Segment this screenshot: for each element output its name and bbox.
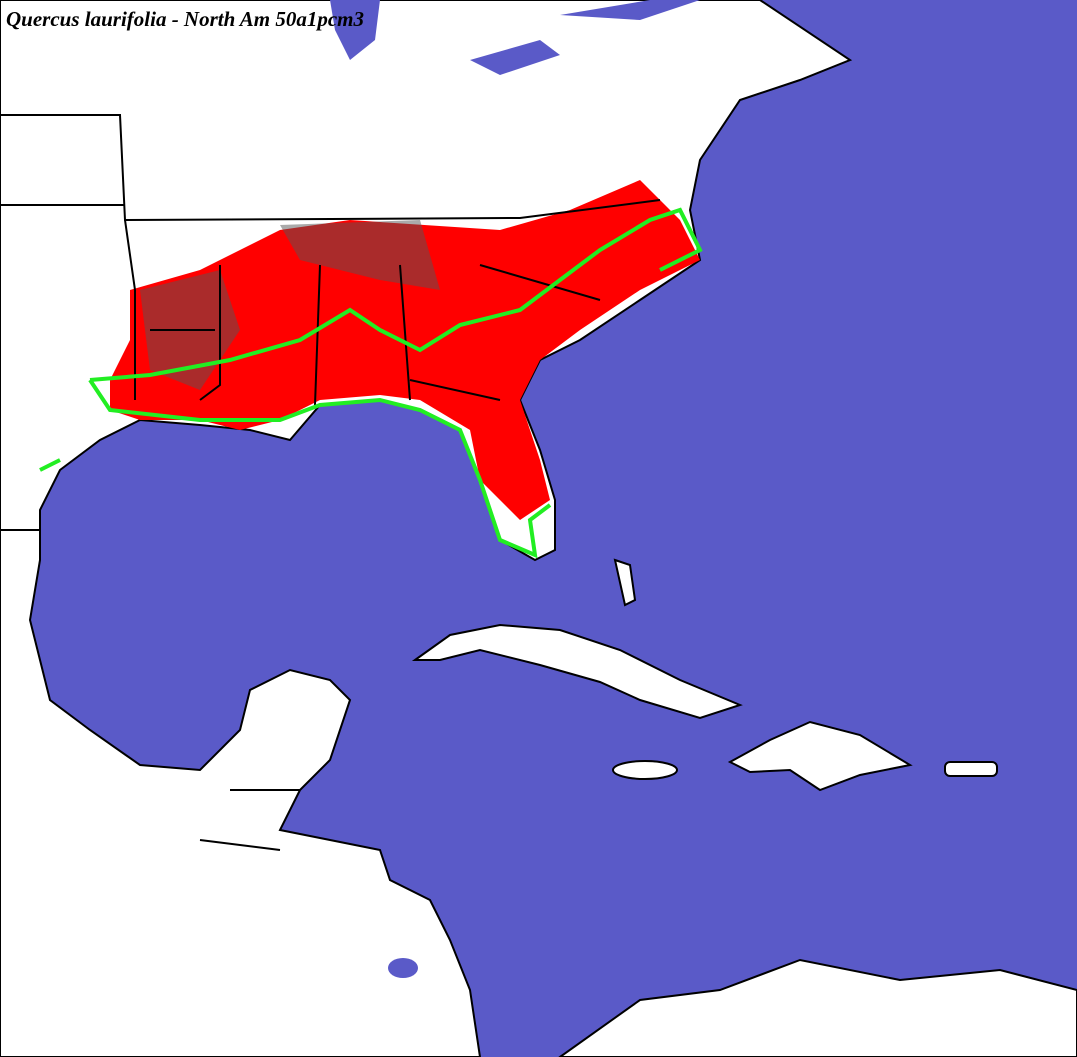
lake — [470, 40, 560, 75]
jamaica — [612, 760, 678, 780]
range — [110, 180, 700, 520]
hispaniola — [727, 720, 913, 792]
puerto-rico — [944, 761, 998, 777]
cuba — [411, 623, 743, 720]
lake — [560, 0, 700, 20]
title: Quercus laurifolia - North Am 50a1pcm3 — [6, 7, 364, 31]
lake — [388, 958, 418, 978]
native-range — [39, 207, 703, 559]
lake — [330, 0, 380, 60]
south-america — [558, 958, 1077, 1057]
state-border — [0, 114, 661, 851]
bahamas — [613, 558, 637, 607]
range-partial — [140, 220, 440, 390]
